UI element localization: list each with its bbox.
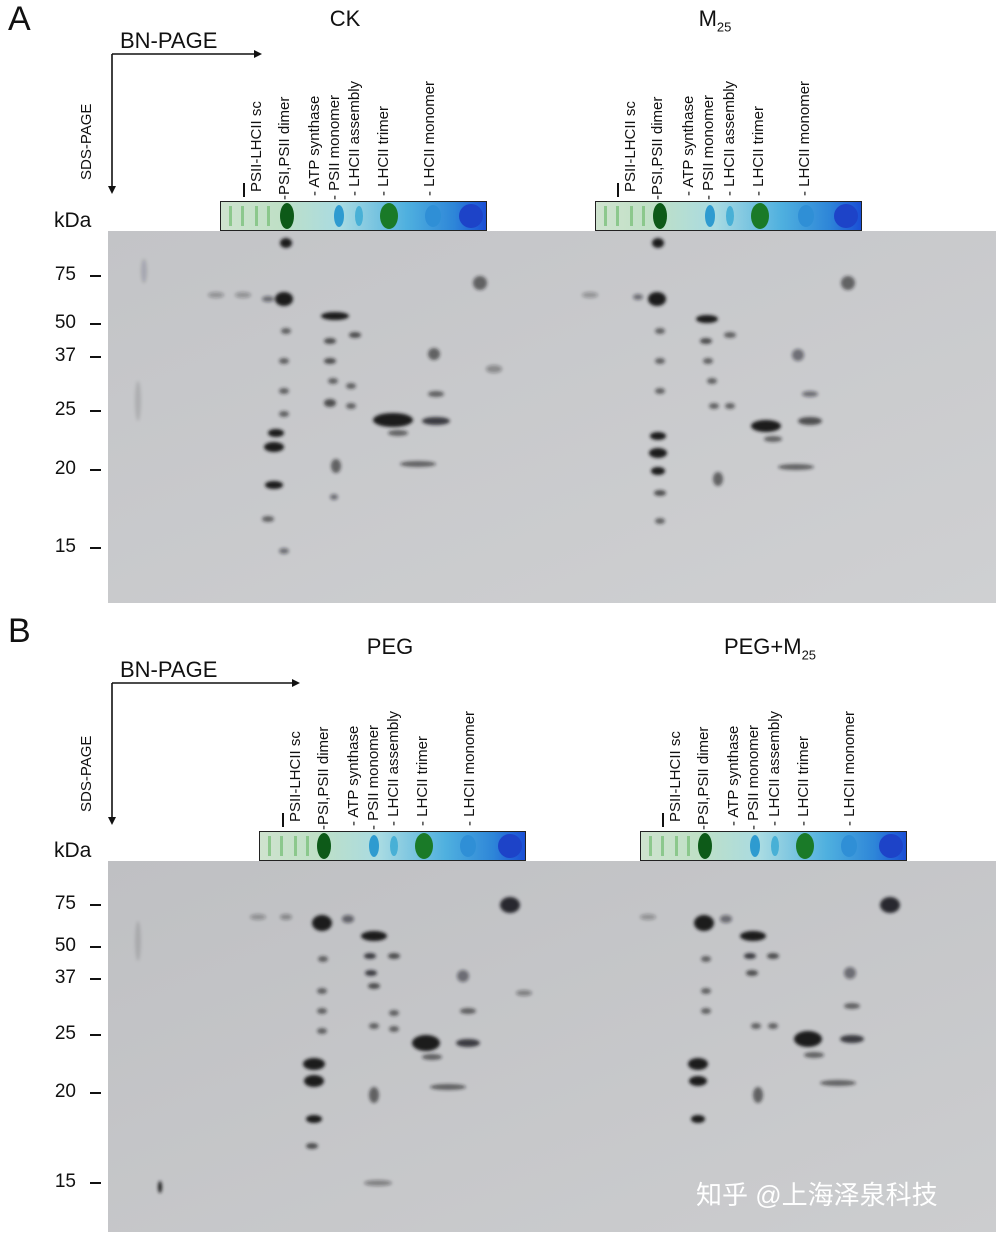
mw-marker: 20 xyxy=(54,458,76,479)
panel-letter: A xyxy=(8,0,31,38)
sds-page-label: SDS-PAGE xyxy=(78,103,95,180)
mw-tick xyxy=(90,323,101,325)
lane-label: - LHCII assembly xyxy=(385,710,402,826)
lane-label: - ATP synthase xyxy=(306,95,323,196)
lane-label: - LHCII monomer xyxy=(461,710,478,826)
bn-strip-m25 xyxy=(595,201,862,231)
mw-marker: 37 xyxy=(54,345,76,366)
lane-label: -PSI,PSII dimer xyxy=(649,96,666,200)
gel-image-a xyxy=(108,231,996,603)
lane-label: - PSII monomer xyxy=(745,724,762,830)
mw-marker: 15 xyxy=(54,536,76,557)
bn-strip-graphic xyxy=(596,202,861,230)
bn-page-label: BN-PAGE xyxy=(120,657,218,682)
condition-label-m25: M25 xyxy=(698,6,732,35)
condition-label-ck: CK xyxy=(329,6,361,31)
mw-tick xyxy=(90,469,101,471)
page-arrows xyxy=(108,50,262,194)
sds-page-label: SDS-PAGE xyxy=(78,735,95,812)
lane-label: - PSII monomer xyxy=(365,724,382,830)
mw-tick xyxy=(90,978,101,980)
mw-marker: 20 xyxy=(54,1081,76,1102)
kda-label: kDa xyxy=(54,839,92,862)
mw-tick xyxy=(90,904,101,906)
bn-strip-ck xyxy=(220,201,487,231)
gel-bands xyxy=(108,231,996,603)
watermark-text: 知乎 @上海泽泉科技 xyxy=(696,1180,938,1210)
mw-tick xyxy=(90,410,101,412)
lane-label: - LHCII assembly xyxy=(346,80,363,196)
mw-marker: 37 xyxy=(54,967,76,988)
mw-marker: 50 xyxy=(54,935,76,956)
page-arrows xyxy=(108,679,300,825)
mw-tick xyxy=(90,1034,101,1036)
bn-strip-graphic xyxy=(641,832,906,860)
mw-marker: 75 xyxy=(54,893,76,914)
bracket-mark xyxy=(662,813,664,827)
bn-strip-graphic xyxy=(260,832,525,860)
condition-label-peg: PEG xyxy=(366,634,414,659)
mw-marker: 50 xyxy=(54,312,76,333)
condition-label-peg-m25: PEG+M25 xyxy=(723,634,817,663)
mw-tick xyxy=(90,1182,101,1184)
bn-strip-peg xyxy=(259,831,526,861)
mw-tick xyxy=(90,946,101,948)
lane-label: - LHCII assembly xyxy=(766,710,783,826)
lane-label: - PSII monomer xyxy=(326,94,343,200)
lane-label: - LHCII trimer xyxy=(750,106,767,196)
kda-label: kDa xyxy=(54,209,92,232)
gel-bands xyxy=(108,861,996,1232)
lane-label: - LHCII monomer xyxy=(841,710,858,826)
bn-strip-peg-m25 xyxy=(640,831,907,861)
mw-tick xyxy=(90,275,101,277)
mw-tick xyxy=(90,547,101,549)
gel-image-b xyxy=(108,861,996,1232)
lane-label: - PSII monomer xyxy=(700,94,717,200)
mw-tick xyxy=(90,356,101,358)
mw-marker: 25 xyxy=(54,1023,76,1044)
panel-letter: B xyxy=(8,612,31,650)
bn-strip-graphic xyxy=(221,202,486,230)
bracket-mark xyxy=(243,183,245,197)
lane-label: - LHCII monomer xyxy=(796,80,813,196)
lane-label: PSII-LHCII sc xyxy=(248,101,265,192)
lane-label: - LHCII trimer xyxy=(414,736,431,826)
bracket-mark xyxy=(617,183,619,197)
lane-label: PSII-LHCII sc xyxy=(622,101,639,192)
mw-marker: 15 xyxy=(54,1171,76,1192)
lane-label: - LHCII trimer xyxy=(795,736,812,826)
lane-label: - ATP synthase xyxy=(345,725,362,826)
lane-label: -PSI,PSII dimer xyxy=(695,726,712,830)
lane-label: -PSI,PSII dimer xyxy=(315,726,332,830)
mw-tick xyxy=(90,1092,101,1094)
lane-label: -PSI,PSII dimer xyxy=(276,96,293,200)
lane-label: PSII-LHCII sc xyxy=(287,731,304,822)
lane-label: - LHCII assembly xyxy=(721,80,738,196)
lane-label: - ATP synthase xyxy=(680,95,697,196)
lane-label: - ATP synthase xyxy=(725,725,742,826)
bracket-mark xyxy=(282,813,284,827)
mw-marker: 75 xyxy=(54,264,76,285)
mw-marker: 25 xyxy=(54,399,76,420)
lane-label: - LHCII trimer xyxy=(375,106,392,196)
lane-label: PSII-LHCII sc xyxy=(667,731,684,822)
bn-page-label: BN-PAGE xyxy=(120,28,218,53)
lane-label: - LHCII monomer xyxy=(421,80,438,196)
